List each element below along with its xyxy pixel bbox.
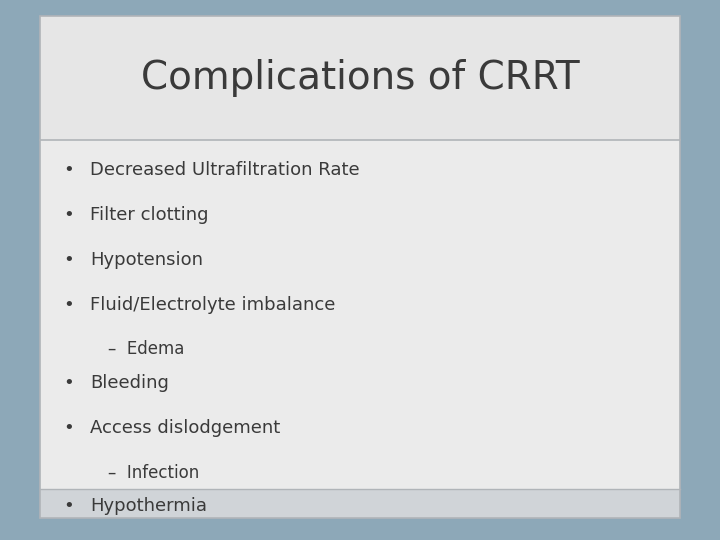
Text: •: •: [63, 295, 73, 314]
Text: Bleeding: Bleeding: [90, 374, 169, 392]
Text: •: •: [63, 374, 73, 392]
FancyBboxPatch shape: [40, 489, 680, 518]
Text: –  Edema: – Edema: [108, 340, 184, 359]
Text: •: •: [63, 161, 73, 179]
Text: Complications of CRRT: Complications of CRRT: [140, 59, 580, 97]
Text: Access dislodgement: Access dislodgement: [90, 418, 280, 437]
Text: •: •: [63, 206, 73, 224]
Text: •: •: [63, 497, 73, 515]
Text: Decreased Ultrafiltration Rate: Decreased Ultrafiltration Rate: [90, 161, 359, 179]
Text: –  Infection: – Infection: [108, 463, 199, 482]
Text: Hypothermia: Hypothermia: [90, 497, 207, 515]
Text: Fluid/Electrolyte imbalance: Fluid/Electrolyte imbalance: [90, 295, 336, 314]
FancyBboxPatch shape: [40, 140, 680, 489]
FancyBboxPatch shape: [40, 16, 680, 140]
Text: •: •: [63, 418, 73, 437]
Text: Hypotension: Hypotension: [90, 251, 203, 269]
Text: •: •: [63, 251, 73, 269]
Text: Filter clotting: Filter clotting: [90, 206, 209, 224]
